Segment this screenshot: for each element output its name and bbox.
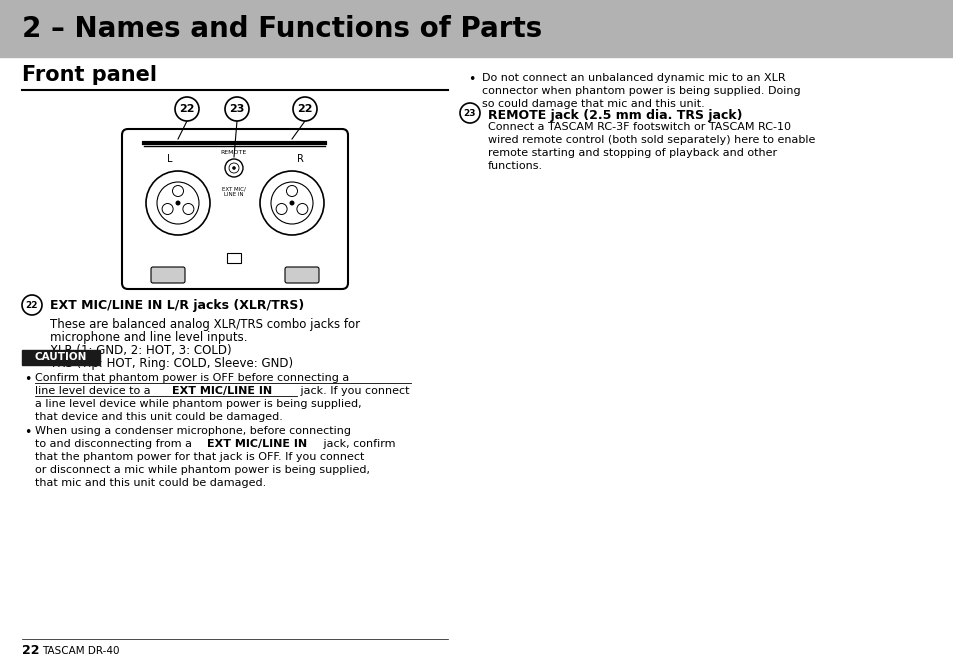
- Text: 22: 22: [26, 301, 38, 309]
- Text: EXT MIC/LINE IN L/R jacks (XLR/TRS): EXT MIC/LINE IN L/R jacks (XLR/TRS): [50, 299, 304, 311]
- Circle shape: [225, 97, 249, 121]
- Text: jack. If you connect: jack. If you connect: [296, 386, 409, 396]
- Text: 22: 22: [297, 104, 313, 114]
- Text: LINE IN: LINE IN: [224, 193, 244, 197]
- Text: R: R: [296, 154, 303, 164]
- Text: microphone and line level inputs.: microphone and line level inputs.: [50, 331, 247, 344]
- Text: •: •: [24, 426, 31, 439]
- Text: Connect a TASCAM RC-3F footswitch or TASCAM RC-10: Connect a TASCAM RC-3F footswitch or TAS…: [488, 122, 790, 132]
- Text: XLR (1: GND, 2: HOT, 3: COLD): XLR (1: GND, 2: HOT, 3: COLD): [50, 344, 232, 357]
- Text: that mic and this unit could be damaged.: that mic and this unit could be damaged.: [35, 478, 266, 488]
- Text: EXT MIC/LINE IN: EXT MIC/LINE IN: [207, 439, 307, 449]
- Text: so could damage that mic and this unit.: so could damage that mic and this unit.: [481, 99, 704, 109]
- Text: L: L: [167, 154, 172, 164]
- Circle shape: [293, 97, 316, 121]
- Text: 2 – Names and Functions of Parts: 2 – Names and Functions of Parts: [22, 15, 541, 43]
- Text: TRS (Tip: HOT, Ring: COLD, Sleeve: GND): TRS (Tip: HOT, Ring: COLD, Sleeve: GND): [50, 357, 293, 370]
- Text: wired remote control (both sold separately) here to enable: wired remote control (both sold separate…: [488, 135, 815, 145]
- Text: Do not connect an unbalanced dynamic mic to an XLR: Do not connect an unbalanced dynamic mic…: [481, 73, 785, 83]
- Text: 22: 22: [179, 104, 194, 114]
- Text: to and disconnecting from a: to and disconnecting from a: [35, 439, 195, 449]
- Text: Front panel: Front panel: [22, 65, 157, 85]
- Text: or disconnect a mic while phantom power is being supplied,: or disconnect a mic while phantom power …: [35, 465, 370, 475]
- Text: that device and this unit could be damaged.: that device and this unit could be damag…: [35, 412, 283, 422]
- FancyBboxPatch shape: [122, 129, 348, 289]
- Text: line level device to a: line level device to a: [35, 386, 154, 396]
- Circle shape: [175, 201, 180, 205]
- Text: functions.: functions.: [488, 161, 542, 171]
- Text: 23: 23: [229, 104, 244, 114]
- Text: a line level device while phantom power is being supplied,: a line level device while phantom power …: [35, 399, 361, 409]
- Text: 23: 23: [463, 109, 476, 117]
- Bar: [22, 350, 100, 365]
- Text: These are balanced analog XLR/TRS combo jacks for: These are balanced analog XLR/TRS combo …: [50, 318, 359, 331]
- Text: REMOTE jack (2.5 mm dia. TRS jack): REMOTE jack (2.5 mm dia. TRS jack): [488, 109, 741, 122]
- Text: EXT MIC/: EXT MIC/: [222, 187, 246, 191]
- Text: TASCAM DR-40: TASCAM DR-40: [42, 646, 119, 656]
- Text: Confirm that phantom power is OFF before connecting a: Confirm that phantom power is OFF before…: [35, 373, 349, 383]
- Bar: [0, 0, 953, 57]
- FancyBboxPatch shape: [151, 267, 185, 283]
- Bar: [227, 253, 241, 263]
- Text: jack, confirm: jack, confirm: [319, 439, 395, 449]
- Circle shape: [232, 166, 235, 170]
- FancyBboxPatch shape: [285, 267, 318, 283]
- Text: •: •: [24, 373, 31, 386]
- Text: When using a condenser microphone, before connecting: When using a condenser microphone, befor…: [35, 426, 351, 436]
- Circle shape: [459, 103, 479, 123]
- Circle shape: [22, 295, 42, 315]
- Text: 22: 22: [22, 645, 39, 658]
- Text: •: •: [468, 73, 475, 86]
- Circle shape: [289, 201, 294, 205]
- Text: EXT MIC/LINE IN: EXT MIC/LINE IN: [172, 386, 272, 396]
- Text: REMOTE: REMOTE: [221, 150, 247, 156]
- Circle shape: [174, 97, 199, 121]
- Text: connector when phantom power is being supplied. Doing: connector when phantom power is being su…: [481, 86, 800, 96]
- Text: remote starting and stopping of playback and other: remote starting and stopping of playback…: [488, 148, 777, 158]
- Text: CAUTION: CAUTION: [34, 352, 87, 362]
- Text: that the phantom power for that jack is OFF. If you connect: that the phantom power for that jack is …: [35, 452, 364, 462]
